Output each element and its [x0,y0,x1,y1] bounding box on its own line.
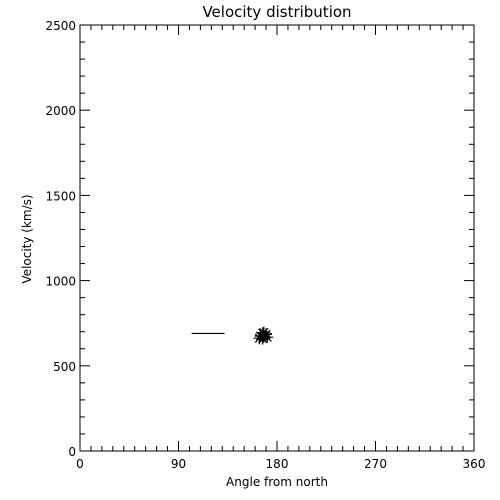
asterisk-point [256,332,269,345]
y-tick-label: 1500 [45,189,76,203]
y-tick-label: 2000 [45,104,76,118]
y-axis-title: Velocity (km/s) [20,194,34,283]
asterisk-point [261,331,274,344]
y-tick-label: 2500 [45,19,76,33]
x-tick-label: 90 [171,457,186,471]
x-tick-label: 180 [266,457,289,471]
y-tick-label: 500 [53,360,76,374]
plot-area: 0 90 180 270 360 0 500 1000 1500 2000 2500 [45,19,485,471]
x-axis-title: Angle from north [226,475,328,489]
y-tick-label: 1000 [45,275,76,289]
asterisk-point [257,330,270,343]
chart-title: Velocity distribution [202,3,351,21]
x-tick-label: 270 [364,457,387,471]
x-tick-label: 360 [463,457,486,471]
y-tick-label: 0 [68,445,76,459]
x-tick-label: 0 [76,457,84,471]
